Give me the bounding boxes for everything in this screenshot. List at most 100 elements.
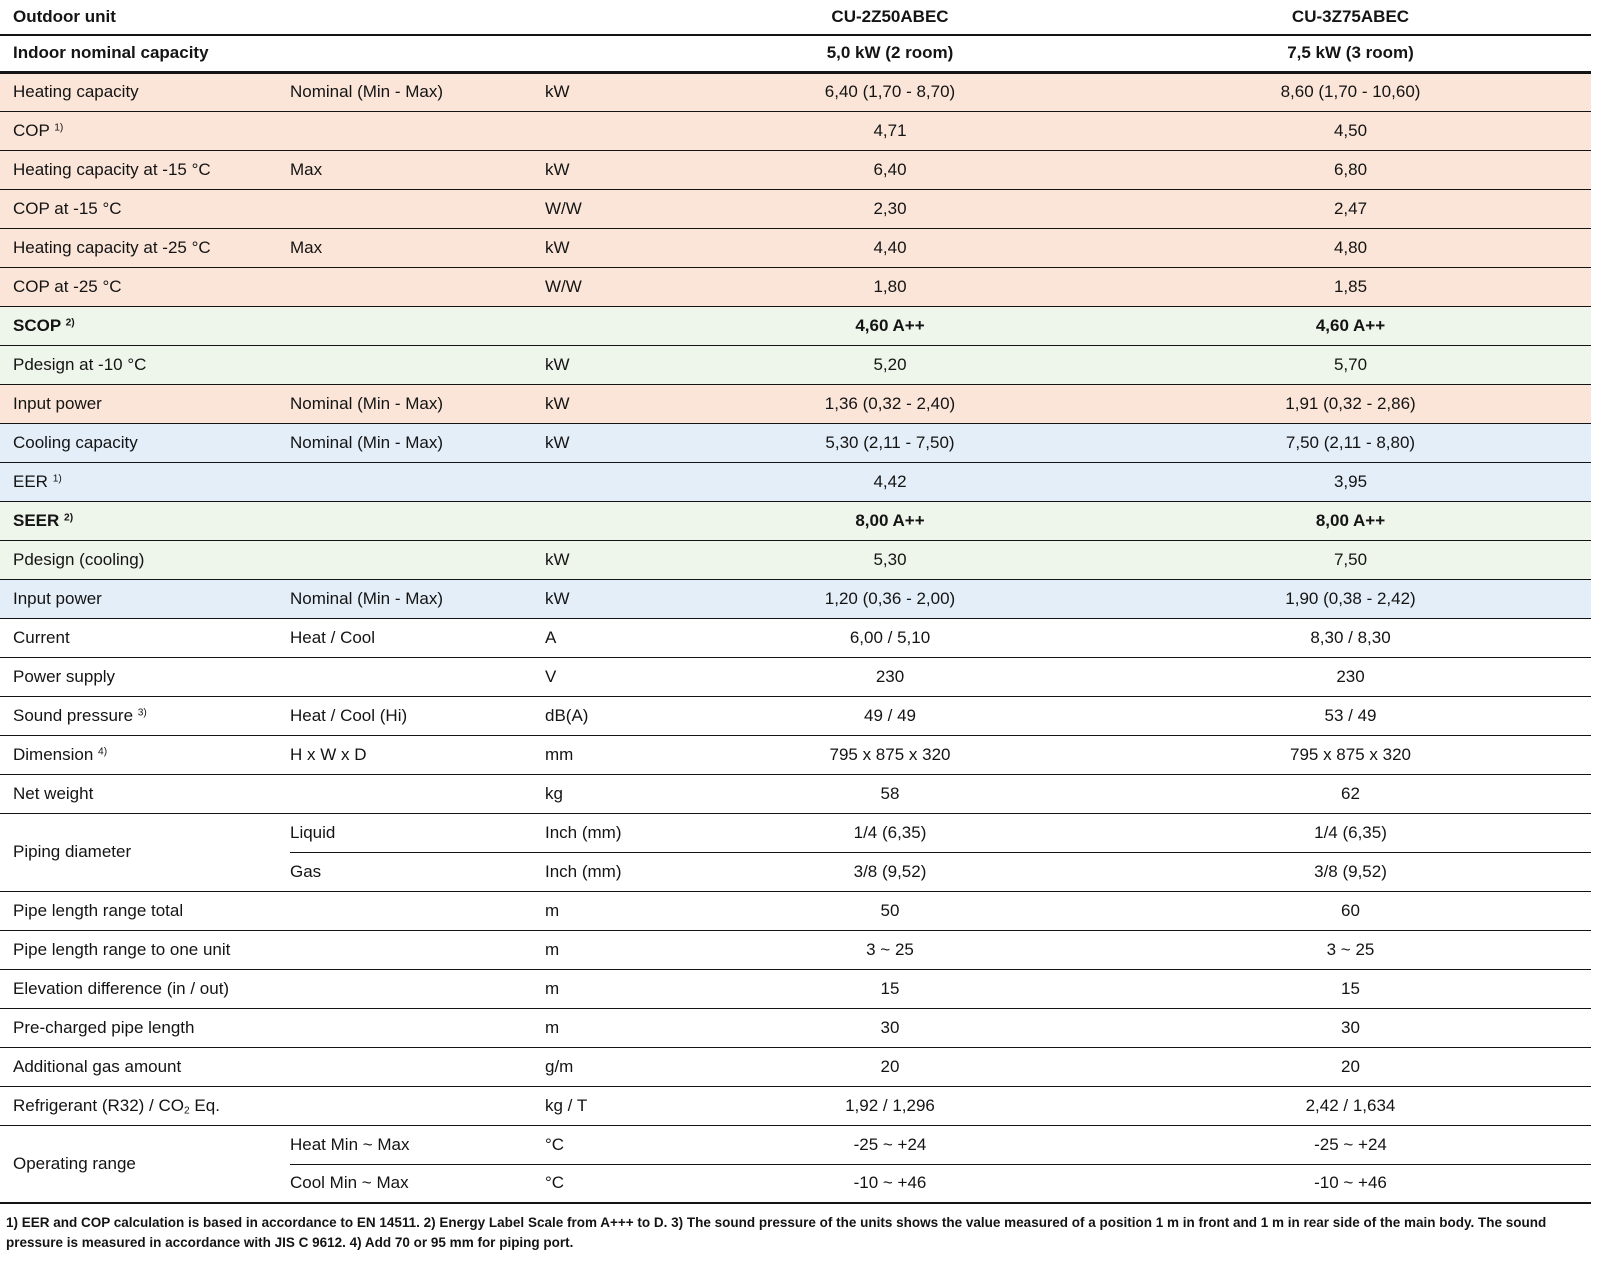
capacity-header-row: Indoor nominal capacity 5,0 kW (2 room) …	[0, 35, 1591, 74]
value-model-2: 8,60 (1,70 - 10,60)	[1280, 82, 1421, 101]
row-subtype: Nominal (Min - Max)	[290, 588, 444, 608]
value-model-2: 53 / 49	[1324, 705, 1377, 725]
row-subtype: Nominal (Min - Max)	[290, 393, 444, 413]
value-model-1: 50	[880, 900, 900, 920]
row-subtype	[290, 306, 545, 345]
row-unit: dB(A)	[545, 705, 589, 725]
row-unit: Inch (mm)	[545, 822, 622, 842]
value-model-1: 8,00 A++	[855, 510, 925, 530]
row-label: SEER 2)	[13, 510, 74, 530]
row-subtype	[290, 345, 545, 384]
row-label: Pipe length range total	[13, 900, 184, 920]
value-model-2: 1,85	[1333, 276, 1368, 296]
value-model-2: 20	[1341, 1056, 1360, 1076]
row-subtype	[290, 1086, 545, 1125]
row-subtype	[290, 111, 545, 150]
row-label: Input power	[13, 393, 102, 413]
table-row: Pre-charged pipe length m 30 30	[0, 1008, 1591, 1047]
row-unit	[545, 501, 670, 540]
row-subtype	[290, 189, 545, 228]
row-unit: kg / T	[545, 1095, 588, 1115]
model-name-2: CU-3Z75ABEC	[1110, 0, 1591, 36]
value-model-2: 1,91 (0,32 - 2,86)	[1285, 393, 1416, 413]
row-unit: A	[545, 627, 557, 647]
table-row: Heating capacity at -15 °C Max kW 6,40 6,80	[0, 150, 1591, 189]
row-label: Net weight	[13, 783, 94, 803]
table-row: Dimension 4) H x W x D mm 795 x 875 x 320 79…	[0, 735, 1591, 774]
row-unit: g/m	[545, 1056, 574, 1076]
footnotes: 1) EER and COP calculation is based in a…	[6, 1215, 1547, 1251]
row-subtype	[290, 462, 545, 501]
value-model-1: 1/4 (6,35)	[853, 822, 927, 842]
value-model-2: 62	[1341, 783, 1360, 803]
row-unit: m	[545, 1017, 560, 1037]
value-model-1: -25 ~ +24	[853, 1134, 927, 1154]
row-label: Heating capacity at -25 °C	[13, 237, 211, 257]
row-subtype: Max	[290, 159, 323, 179]
table-row: Pdesign (cooling) kW 5,30 7,50	[0, 540, 1591, 579]
table-row: Current Heat / Cool A 6,00 / 5,10 8,30 / 8,3…	[0, 618, 1591, 657]
value-model-2: 6,80	[1333, 159, 1368, 179]
value-model-2: 8,30 / 8,30	[1310, 627, 1391, 647]
row-unit: W/W	[545, 198, 582, 218]
value-model-2: 3 ~ 25	[1326, 939, 1375, 959]
outdoor-unit-label: Outdoor unit	[0, 0, 670, 36]
row-unit: mm	[545, 744, 574, 764]
table-row: Operating range Heat Min ~ Max °C -25 ~ +24…	[0, 1125, 1591, 1173]
row-subtype: Nominal (Min - Max)	[290, 432, 444, 452]
row-subtype	[290, 774, 545, 813]
row-unit: V	[545, 666, 557, 686]
capacity-model-1: 5,0 kW (2 room)	[670, 35, 1110, 74]
value-model-2: 230	[1336, 666, 1365, 686]
row-label: COP at -25 °C	[13, 276, 122, 296]
row-label: Power supply	[13, 666, 116, 686]
row-unit: m	[545, 978, 560, 998]
value-model-2: 4,60 A++	[1315, 315, 1386, 335]
value-model-1: 1,92 / 1,296	[845, 1095, 935, 1115]
value-model-1: 1,80	[873, 276, 907, 296]
value-model-2: 795 x 875 x 320	[1290, 744, 1411, 764]
table-row: Pipe length range total m 50 60	[0, 891, 1591, 930]
value-model-1: 795 x 875 x 320	[829, 744, 951, 764]
row-unit	[545, 111, 670, 150]
row-unit: m	[545, 900, 560, 920]
table-row: Input power Nominal (Min - Max) kW 1,36 (0,…	[0, 384, 1591, 423]
table-row: Power supply V 230 230	[0, 657, 1591, 696]
value-model-1: 6,40 (1,70 - 8,70)	[824, 82, 956, 101]
row-label: Pipe length range to one unit	[13, 939, 231, 959]
table-row: SCOP 2) 4,60 A++ 4,60 A++	[0, 306, 1591, 345]
row-subtype: Heat Min ~ Max	[290, 1134, 410, 1154]
value-model-1: 58	[880, 783, 900, 803]
row-label: COP 1)	[13, 120, 64, 140]
value-model-1: 30	[880, 1017, 900, 1037]
row-label: Pdesign (cooling)	[13, 549, 145, 569]
row-unit: m	[545, 939, 560, 959]
row-label: EER 1)	[13, 471, 62, 491]
row-unit	[545, 306, 670, 345]
row-unit: kW	[545, 393, 570, 413]
row-label: Dimension 4)	[13, 744, 108, 764]
value-model-1: -10 ~ +46	[853, 1173, 927, 1193]
row-label: Additional gas amount	[13, 1056, 182, 1076]
indoor-capacity-label: Indoor nominal capacity	[0, 35, 670, 74]
row-unit	[545, 462, 670, 501]
value-model-1: 5,20	[873, 354, 907, 374]
spec-table: Outdoor unit CU-2Z50ABEC CU-3Z75ABEC Ind…	[0, 0, 1591, 1203]
row-subtype: Liquid	[290, 822, 336, 842]
value-model-2: -10 ~ +46	[1314, 1173, 1387, 1193]
row-unit: °C	[545, 1134, 565, 1154]
row-label: Input power	[13, 588, 102, 608]
value-model-1: 230	[875, 666, 905, 686]
table-row: Heating capacity at -25 °C Max kW 4,40 4,80	[0, 228, 1591, 267]
value-model-1: 1,36 (0,32 - 2,40)	[824, 393, 956, 413]
value-model-1: 6,40	[873, 159, 907, 179]
table-row: Net weight kg 58 62	[0, 774, 1591, 813]
row-label: Sound pressure 3)	[13, 705, 147, 725]
row-unit: kg	[545, 783, 563, 803]
row-subtype	[290, 969, 545, 1008]
row-subtype	[290, 1047, 545, 1086]
row-unit: kW	[545, 432, 570, 452]
value-model-2: 5,70	[1333, 354, 1368, 374]
value-model-2: 2,42 / 1,634	[1305, 1095, 1396, 1115]
table-row: Pipe length range to one unit m 3 ~ 25 3 ~ …	[0, 930, 1591, 969]
